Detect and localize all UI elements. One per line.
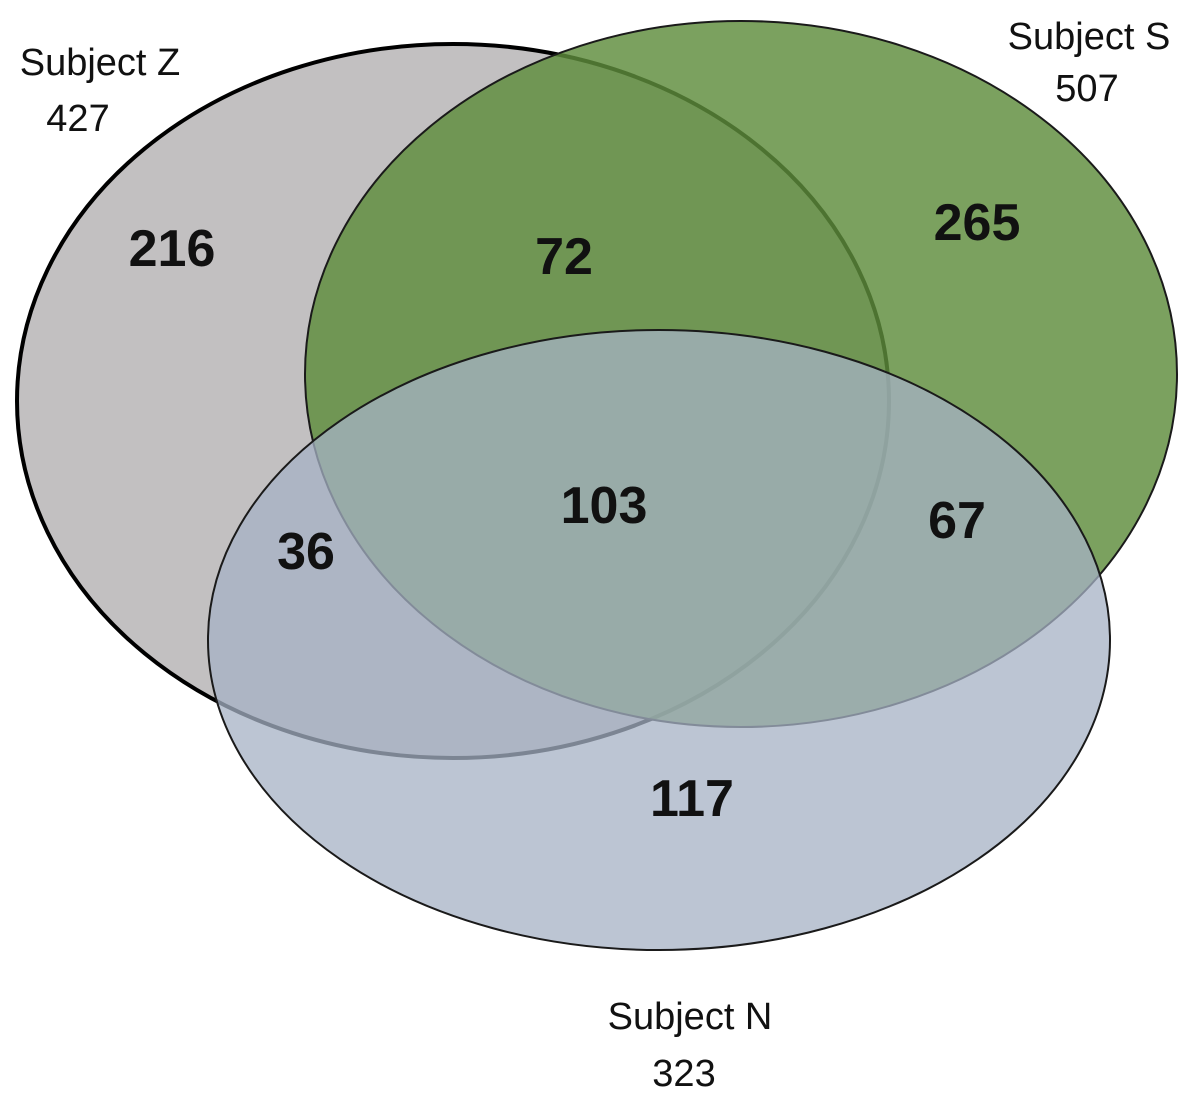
region-z-s-count: 72 — [535, 228, 593, 286]
region-n-only-count: 117 — [650, 770, 734, 828]
set-n-total: 323 — [652, 1053, 715, 1093]
set-s-name: Subject S — [1008, 16, 1171, 58]
region-z-s-n-count: 103 — [561, 477, 648, 535]
region-s-only-count: 265 — [934, 194, 1021, 252]
set-n-ellipse — [207, 329, 1111, 951]
region-z-only-count: 216 — [129, 220, 216, 278]
set-n-name: Subject N — [608, 996, 773, 1038]
set-s-total: 507 — [1055, 68, 1118, 110]
region-z-n-count: 36 — [277, 523, 335, 581]
region-s-n-count: 67 — [928, 492, 986, 550]
set-z-total: 427 — [46, 98, 109, 140]
set-z-name: Subject Z — [20, 42, 181, 84]
